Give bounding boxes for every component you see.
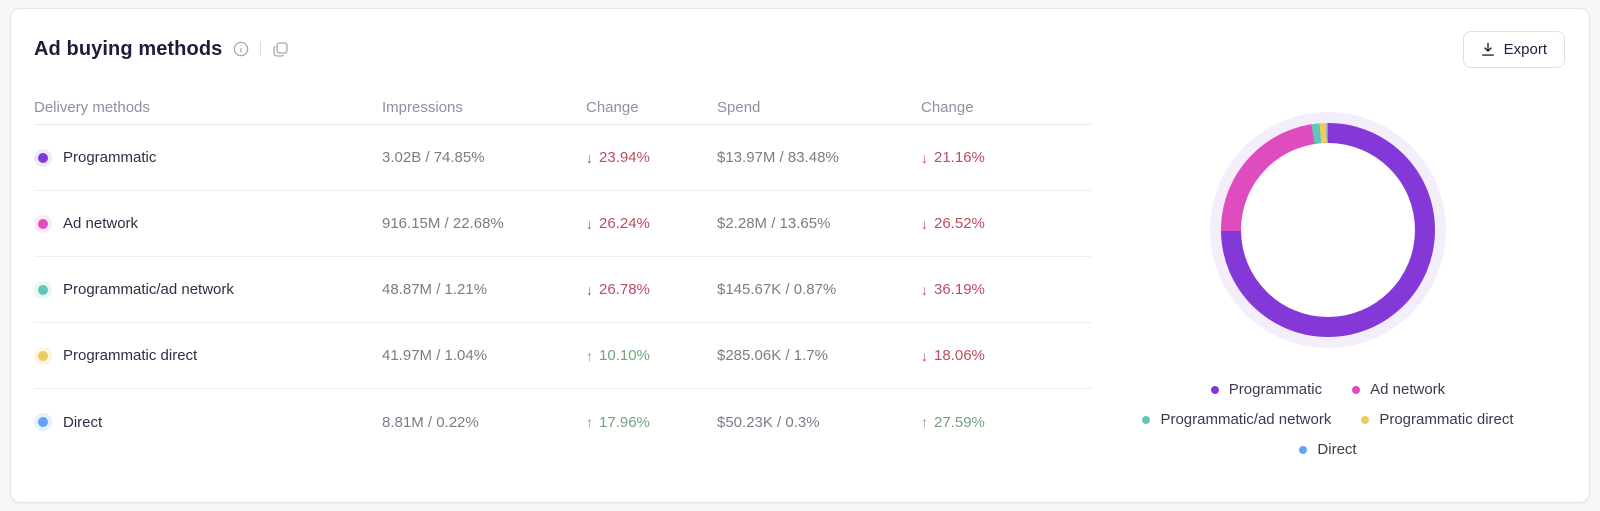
legend-label: Direct [1317,441,1357,458]
legend-dot [1210,385,1219,394]
column-header-spend-change: Change [921,99,974,116]
trend-arrow-icon: ↑ [921,414,928,430]
row-color-dot [38,284,48,295]
legend-item-direct[interactable]: Direct [1299,441,1357,458]
export-button-label: Export [1503,40,1547,58]
spend-value: $13.97M / 83.48% [717,149,839,166]
row-color-halo [34,214,52,233]
impressions-value: 8.81M / 0.22% [382,413,479,431]
impressions-value: 916.15M / 22.68% [382,215,504,232]
table-row-direct: Direct 8.81M / 0.22% ↑ 17.96% $50.23K / … [34,389,1091,455]
column-header-impressions: Impressions [382,99,463,116]
legend-item-programmatic[interactable]: Programmatic [1210,381,1323,398]
spend-change: ↑ 27.59% [921,413,985,431]
trend-arrow-icon: ↑ [586,414,593,430]
table-row-programmatic-ad-network: Programmatic/ad network 48.87M / 1.21% ↓… [34,257,1091,323]
trend-arrow-icon: ↓ [586,149,593,166]
row-color-dot [38,350,48,361]
legend-dot [1142,415,1151,424]
impressions-value: 48.87M / 1.21% [382,281,488,298]
impressions-change: ↑ 17.96% [586,413,650,431]
delivery-methods-table: Delivery methods Impressions Change Spen… [34,91,1091,458]
copy-icon[interactable] [272,41,289,58]
spend-value: $2.28M / 13.65% [717,215,831,232]
card-header: Ad buying methods Export [34,29,1565,69]
spend-value: $145.67K / 0.87% [717,281,837,298]
spend-change: ↓ 36.19% [921,281,985,298]
legend-label: Ad network [1370,381,1446,398]
legend-item-programmatic-direct[interactable]: Programmatic direct [1361,411,1514,428]
trend-arrow-icon: ↓ [921,215,928,232]
chart-legend: Programmatic Ad network Programmatic/ad … [1142,381,1514,458]
spend-value: $50.23K / 0.3% [717,413,820,431]
legend-label: Programmatic/ad network [1160,411,1332,428]
impressions-change: ↑ 10.10% [586,347,650,364]
legend-item-programmatic-ad-network[interactable]: Programmatic/ad network [1142,411,1331,428]
download-icon [1481,42,1495,57]
info-icon[interactable] [233,41,249,57]
legend-item-ad-network[interactable]: Ad network [1352,381,1445,398]
impressions-change: ↓ 23.94% [586,149,650,166]
impressions-change: ↓ 26.78% [586,281,650,298]
page-title: Ad buying methods [34,37,223,60]
impressions-change: ↓ 26.24% [586,215,650,232]
trend-arrow-icon: ↓ [921,149,928,166]
export-button[interactable]: Export [1462,30,1565,68]
column-header-delivery-methods: Delivery methods [34,99,150,116]
legend-label: Programmatic direct [1379,411,1514,428]
ad-buying-methods-card: Ad buying methods Export [10,8,1590,503]
row-label: Programmatic/ad network [63,281,234,298]
spend-change: ↓ 26.52% [921,215,985,232]
table-row-ad-network: Ad network 916.15M / 22.68% ↓ 26.24% $2.… [34,191,1091,257]
chart-column: Programmatic Ad network Programmatic/ad … [1091,91,1565,458]
trend-arrow-icon: ↓ [921,347,928,364]
legend-dot [1361,415,1370,424]
legend-label: Programmatic [1228,381,1323,398]
legend-dot [1352,385,1361,394]
row-label: Programmatic direct [63,347,198,364]
table-header-row: Delivery methods Impressions Change Spen… [34,91,1091,125]
row-label: Ad network [63,215,139,232]
legend-dot [1299,445,1308,454]
trend-arrow-icon: ↓ [921,281,928,298]
spend-change: ↓ 21.16% [921,149,985,166]
row-color-dot [38,417,48,427]
trend-arrow-icon: ↑ [586,347,593,364]
impressions-value: 41.97M / 1.04% [382,347,488,364]
spend-value: $285.06K / 1.7% [717,347,828,364]
donut-chart[interactable] [1210,112,1446,348]
row-color-halo [34,280,52,299]
row-label: Programmatic [63,149,157,166]
row-color-halo [34,346,52,365]
trend-arrow-icon: ↓ [586,281,593,298]
row-color-dot [38,152,48,163]
column-header-impressions-change: Change [586,99,639,116]
column-header-spend: Spend [717,99,761,116]
divider [260,42,262,56]
row-color-dot [38,218,48,229]
impressions-value: 3.02B / 74.85% [382,149,485,166]
donut-ring [1221,123,1435,337]
row-color-halo [34,413,52,431]
row-label: Direct [63,413,103,431]
spend-change: ↓ 18.06% [921,347,985,364]
trend-arrow-icon: ↓ [586,215,593,232]
donut-hole [1241,143,1415,317]
row-color-halo [34,148,52,167]
table-row-programmatic: Programmatic 3.02B / 74.85% ↓ 23.94% $13… [34,125,1091,191]
table-row-programmatic-direct: Programmatic direct 41.97M / 1.04% ↑ 10.… [34,323,1091,389]
